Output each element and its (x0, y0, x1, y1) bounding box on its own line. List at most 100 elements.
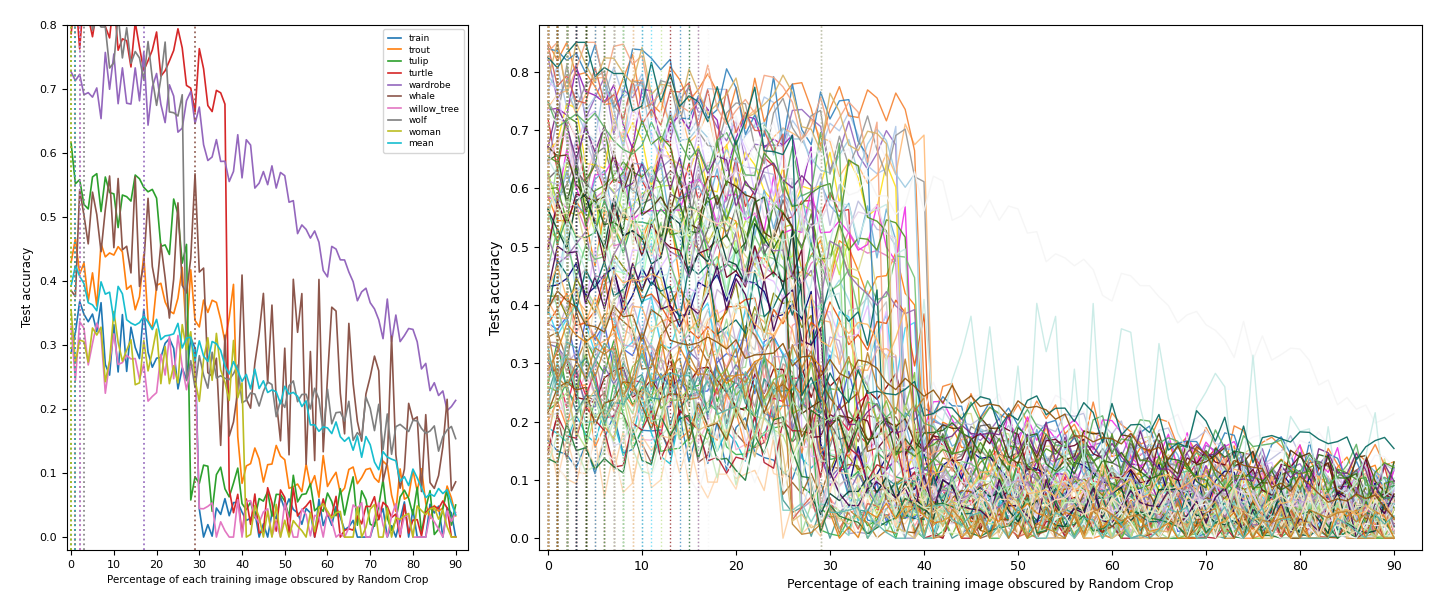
wolf (382, 450, 400, 458)
tulip (447, 501, 465, 509)
willow_tree (208, 534, 225, 541)
willow_tree (165, 375, 182, 382)
woman (447, 534, 465, 541)
wardrobe (156, 119, 173, 126)
Line: willow_tree: willow_tree (71, 321, 456, 537)
turtle (447, 533, 465, 540)
trout (62, 259, 79, 266)
whale (186, 170, 203, 177)
wardrobe (165, 92, 182, 100)
train (293, 521, 310, 528)
X-axis label: Percentage of each training image obscured by Random Crop: Percentage of each training image obscur… (786, 578, 1173, 591)
Line: turtle: turtle (71, 0, 456, 537)
whale (152, 241, 169, 248)
willow_tree (447, 509, 465, 516)
wolf (289, 398, 306, 405)
train (165, 345, 182, 352)
wolf (114, 54, 131, 62)
woman (443, 534, 460, 541)
turtle (289, 512, 306, 520)
X-axis label: Percentage of each training image obscured by Random Crop: Percentage of each training image obscur… (107, 575, 429, 585)
willow_tree (395, 513, 413, 520)
wardrobe (443, 403, 460, 410)
Y-axis label: Test accuracy: Test accuracy (489, 240, 504, 335)
train (395, 498, 413, 506)
whale (391, 485, 408, 492)
turtle (395, 501, 413, 508)
tulip (160, 251, 177, 258)
wolf (447, 435, 465, 442)
wolf (165, 109, 182, 116)
trout (391, 465, 408, 472)
trout (66, 235, 84, 242)
tulip (152, 243, 169, 250)
wolf (62, 6, 79, 13)
turtle (62, 30, 79, 37)
turtle (114, 35, 131, 43)
willow_tree (62, 323, 79, 330)
turtle (306, 534, 323, 541)
Line: tulip: tulip (71, 143, 456, 534)
train (443, 509, 460, 517)
train (114, 311, 131, 318)
Line: trout: trout (71, 239, 456, 518)
whale (443, 487, 460, 494)
Line: woman: woman (71, 310, 456, 537)
Line: mean: mean (71, 266, 456, 515)
train (195, 534, 212, 541)
trout (443, 494, 460, 502)
Line: wolf: wolf (71, 0, 456, 454)
wolf (443, 423, 460, 430)
train (156, 340, 173, 347)
turtle (156, 67, 173, 75)
tulip (62, 140, 79, 147)
mean (66, 262, 84, 269)
train (71, 298, 88, 305)
tulip (387, 517, 404, 524)
woman (160, 380, 177, 387)
mean (114, 290, 131, 297)
tulip (426, 531, 443, 538)
mean (439, 486, 456, 493)
wardrobe (289, 230, 306, 237)
wardrobe (136, 49, 153, 56)
trout (156, 298, 173, 305)
wolf (395, 424, 413, 431)
woman (62, 307, 79, 314)
mean (391, 477, 408, 485)
Line: train: train (71, 302, 456, 537)
willow_tree (71, 318, 88, 325)
willow_tree (443, 518, 460, 525)
train (62, 349, 79, 356)
whale (447, 478, 465, 485)
woman (391, 516, 408, 523)
whale (160, 315, 177, 322)
mean (165, 330, 182, 338)
whale (110, 175, 127, 182)
trout (289, 480, 306, 488)
Line: whale: whale (71, 174, 456, 491)
Line: wardrobe: wardrobe (71, 53, 456, 411)
wolf (156, 39, 173, 46)
wardrobe (62, 69, 79, 76)
tulip (110, 224, 127, 231)
woman (152, 380, 169, 387)
tulip (439, 486, 456, 493)
woman (110, 338, 127, 346)
trout (447, 512, 465, 520)
whale (289, 329, 306, 336)
mean (156, 332, 173, 340)
whale (62, 287, 79, 294)
Y-axis label: Test accuracy: Test accuracy (20, 247, 33, 327)
whale (413, 488, 430, 495)
willow_tree (114, 359, 131, 366)
willow_tree (293, 506, 310, 513)
turtle (443, 534, 460, 541)
Legend: train, trout, tulip, turtle, wardrobe, whale, willow_tree, wolf, woman, mean: train, trout, tulip, turtle, wardrobe, w… (384, 29, 465, 153)
wardrobe (439, 407, 456, 414)
woman (238, 534, 255, 541)
tulip (443, 521, 460, 529)
turtle (165, 47, 182, 54)
willow_tree (156, 371, 173, 379)
train (447, 534, 465, 541)
